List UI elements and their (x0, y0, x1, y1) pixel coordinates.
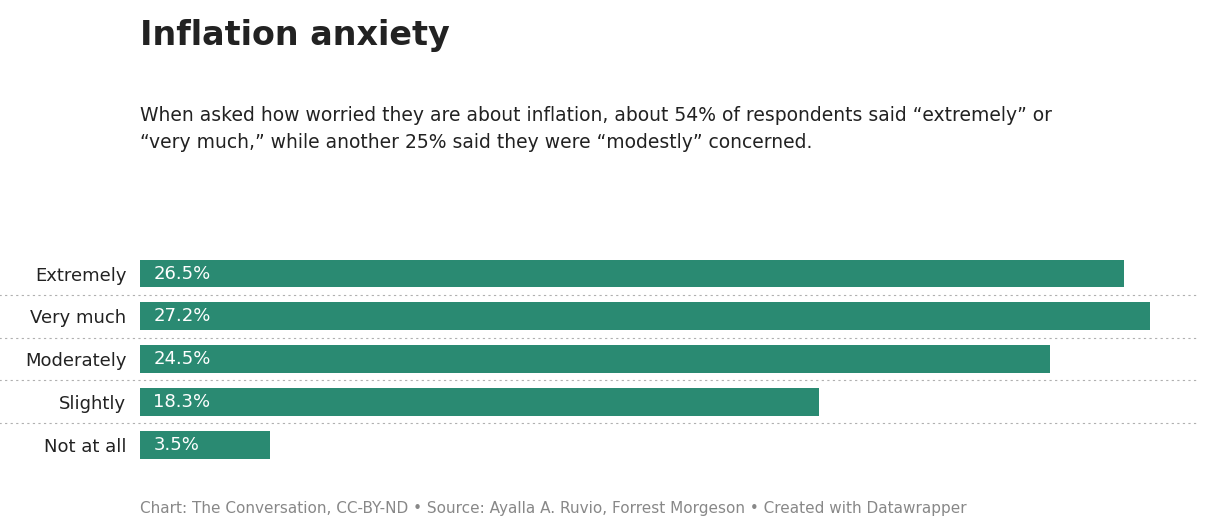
Text: Inflation anxiety: Inflation anxiety (140, 19, 450, 52)
Bar (140, 260, 1124, 287)
Text: 18.3%: 18.3% (154, 393, 210, 411)
Bar (140, 345, 1049, 373)
Bar (140, 302, 1149, 330)
Text: When asked how worried they are about inflation, about 54% of respondents said “: When asked how worried they are about in… (140, 106, 1053, 152)
Text: Chart: The Conversation, CC-BY-ND • Source: Ayalla A. Ruvio, Forrest Morgeson • : Chart: The Conversation, CC-BY-ND • Sour… (140, 501, 967, 516)
Text: 26.5%: 26.5% (154, 264, 211, 282)
Text: 3.5%: 3.5% (154, 436, 199, 454)
Text: 24.5%: 24.5% (154, 350, 211, 368)
Bar (140, 388, 820, 416)
Text: 27.2%: 27.2% (154, 307, 211, 326)
Bar (140, 431, 270, 459)
